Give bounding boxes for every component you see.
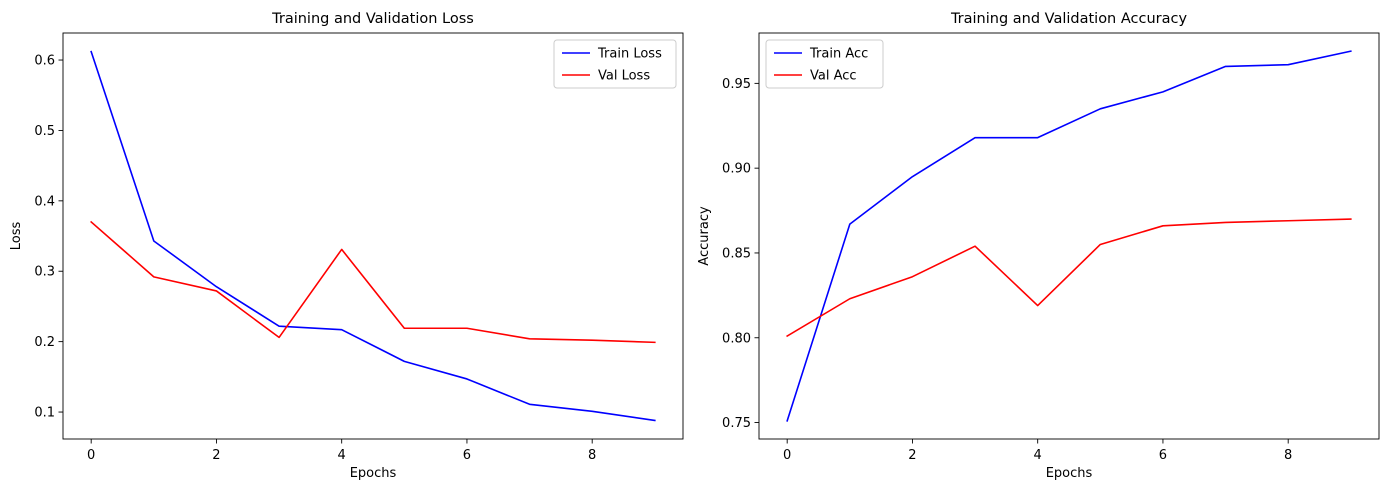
legend-entry: Val Acc — [810, 69, 857, 84]
y-tick-label: 0.80 — [722, 331, 751, 346]
legend-box — [765, 39, 884, 89]
chart-title: Training and Validation Accuracy — [950, 11, 1188, 27]
legend-entry: Train Acc — [809, 47, 868, 62]
x-tick-label: 8 — [588, 448, 596, 463]
legend-entry: Train Loss — [597, 47, 662, 62]
x-tick-label: 6 — [463, 448, 471, 463]
y-tick-label: 0.4 — [34, 194, 55, 209]
y-tick-label: 0.85 — [722, 246, 751, 261]
x-tick-label: 8 — [1284, 448, 1292, 463]
x-tick-label: 4 — [338, 448, 346, 463]
y-tick-label: 0.75 — [722, 416, 751, 431]
x-tick-label: 2 — [908, 448, 916, 463]
legend-box — [553, 39, 677, 89]
y-tick-label: 0.1 — [34, 406, 55, 421]
x-tick-label: 0 — [87, 448, 95, 463]
y-tick-label: 0.5 — [34, 124, 55, 139]
y-tick-label: 0.6 — [34, 54, 55, 69]
y-tick-label: 0.95 — [722, 77, 751, 92]
y-tick-label: 0.90 — [722, 162, 751, 177]
plot-frame — [62, 32, 684, 440]
series-line-1 — [786, 218, 1352, 338]
x-axis-label: Epochs — [1046, 466, 1093, 481]
x-tick-label: 6 — [1159, 448, 1167, 463]
accuracy-chart: 0 2 4 6 8 0.75 0.80 0.85 0.90 0.95 Training and Va… — [697, 11, 1380, 481]
legend: Train Acc Val Acc — [765, 39, 884, 89]
chart-title: Training and Validation Loss — [271, 11, 474, 27]
y-axis-label: Loss — [9, 222, 24, 251]
x-axis-label: Epochs — [350, 466, 397, 481]
x-tick-label: 0 — [783, 448, 791, 463]
x-tick-label: 4 — [1034, 448, 1042, 463]
legend-entry: Val Loss — [598, 69, 650, 84]
y-axis-label: Accuracy — [697, 206, 712, 266]
y-tick-label: 0.3 — [34, 265, 55, 280]
loss-chart: 0 2 4 6 8 0.1 0.2 0.3 0.4 0.5 0.6 Training and Vali… — [9, 11, 684, 481]
series-line-1 — [90, 220, 656, 344]
legend: Train Loss Val Loss — [553, 39, 677, 89]
y-tick-label: 0.2 — [34, 335, 55, 350]
series-line-0 — [786, 50, 1352, 422]
x-tick-label: 2 — [212, 448, 220, 463]
series-line-0 — [90, 50, 656, 422]
plot-frame — [758, 32, 1380, 440]
